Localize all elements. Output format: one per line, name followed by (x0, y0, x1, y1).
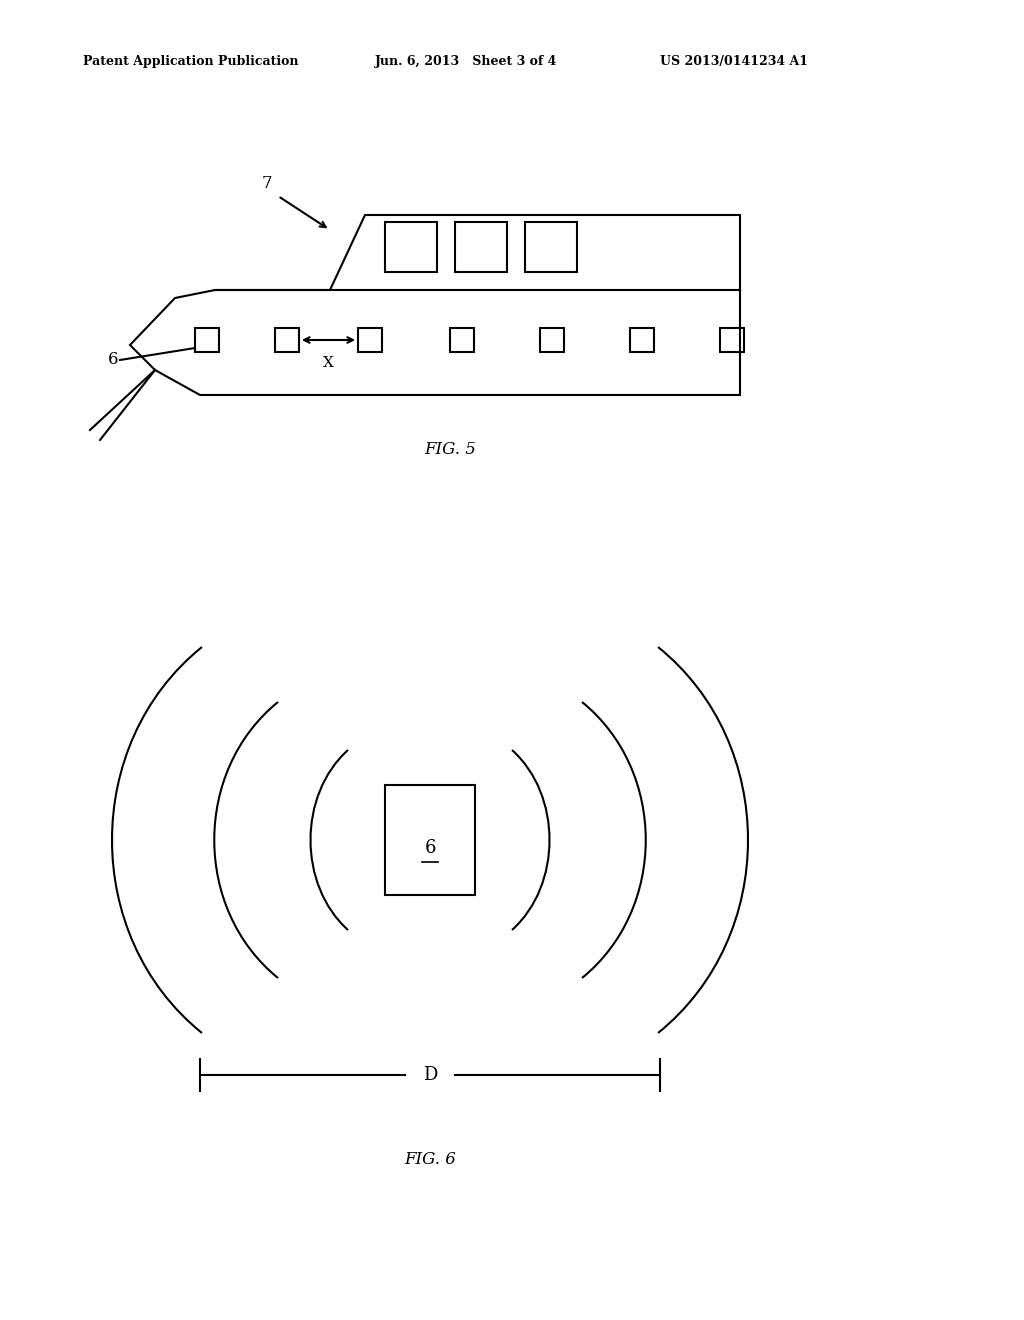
Text: 7: 7 (262, 174, 272, 191)
Bar (540, 327, 564, 352)
Bar (358, 327, 382, 352)
Text: Jun. 6, 2013   Sheet 3 of 4: Jun. 6, 2013 Sheet 3 of 4 (375, 55, 557, 69)
Bar (385, 222, 437, 272)
Text: US 2013/0141234 A1: US 2013/0141234 A1 (660, 55, 808, 69)
Text: Patent Application Publication: Patent Application Publication (83, 55, 299, 69)
Bar (720, 327, 744, 352)
Text: 6: 6 (424, 840, 436, 857)
Bar (525, 222, 577, 272)
Bar (385, 785, 475, 895)
Text: X: X (323, 356, 334, 370)
Text: 6: 6 (108, 351, 118, 368)
Text: FIG. 6: FIG. 6 (404, 1151, 456, 1168)
Text: FIG. 5: FIG. 5 (424, 441, 476, 458)
Bar (275, 327, 299, 352)
Bar (630, 327, 654, 352)
Bar (195, 327, 219, 352)
Bar (450, 327, 474, 352)
Text: D: D (423, 1067, 437, 1084)
Bar (455, 222, 507, 272)
